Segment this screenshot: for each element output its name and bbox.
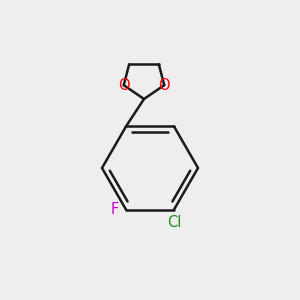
Text: F: F	[110, 202, 119, 217]
Text: O: O	[118, 78, 130, 93]
Text: O: O	[158, 78, 170, 93]
Text: Cl: Cl	[167, 215, 181, 230]
